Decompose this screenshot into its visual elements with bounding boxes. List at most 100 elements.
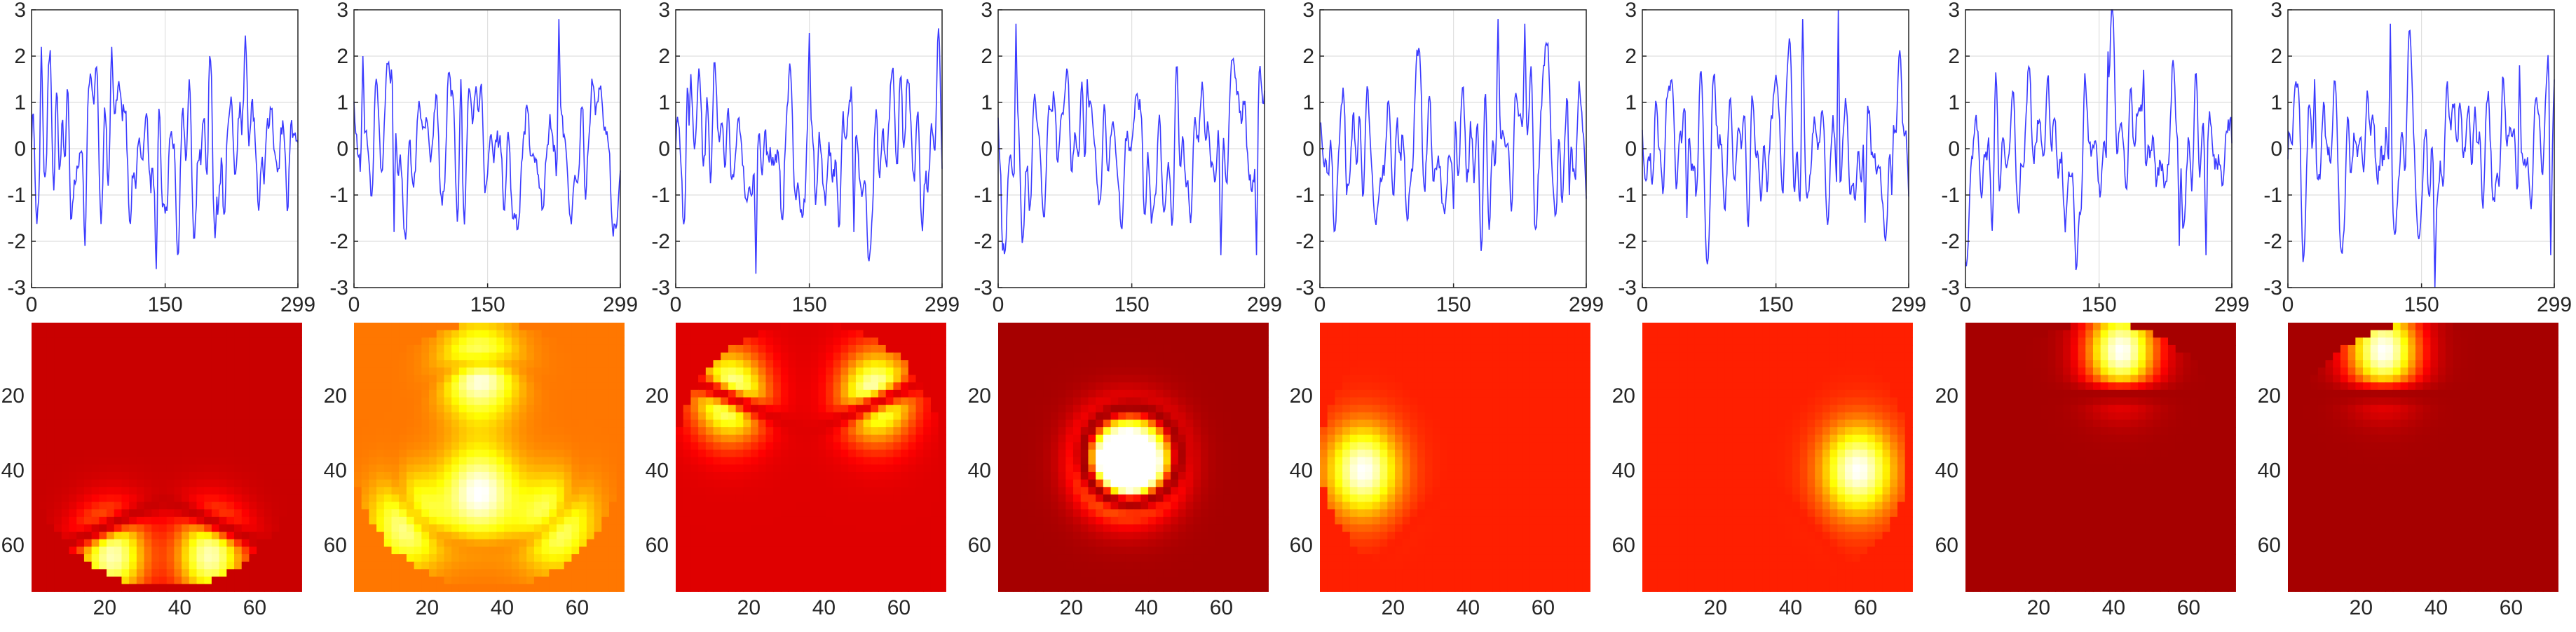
heatmap-cell [871,509,879,518]
heatmap-cell [796,554,804,563]
x-tick-label: 150 [1115,293,1150,316]
heatmap-cell [61,487,70,495]
heatmap-cell [1080,367,1089,376]
heatmap-cell [758,516,767,525]
heatmap-cell [705,532,714,540]
heatmap-cell [1050,464,1059,473]
heatmap-cell [526,464,535,473]
heatmap-cell [571,382,580,391]
heatmap-cell [279,554,287,563]
heatmap-cell [158,330,168,338]
heatmap-cell [1035,471,1044,480]
heatmap-cell [271,434,280,443]
y-tick-label: -3 [2263,276,2282,300]
heatmap-cell [114,442,123,450]
heatmap-cell [249,442,257,450]
heatmap-cell [234,344,243,354]
heatmap-cell [765,360,774,368]
heatmap-cell [354,471,362,480]
heatmap-cell [788,554,796,563]
heatmap-cell [788,584,796,592]
heatmap-cell [174,457,182,465]
heatmap-cell [549,450,557,458]
heatmap-cell [1058,352,1066,361]
heatmap-cell [279,539,287,548]
heatmap-cell [511,561,520,570]
heatmap-cell [765,323,774,331]
heatmap-cell [69,397,77,405]
heatmap-cell [249,464,257,473]
heatmap-cell [840,561,849,570]
heatmap-cell [579,412,587,421]
heatmap-cell [151,344,160,354]
heatmap-cell [451,389,460,398]
heatmap-cell [1050,405,1059,413]
heatmap-cell [893,382,901,391]
heatmap-cell [1133,479,1141,488]
heatmap-cell [286,516,295,525]
heatmap-cell [1118,382,1126,391]
heatmap-cell [219,405,227,413]
heatmap-cell [705,344,714,354]
heatmap-cell [1021,487,1029,495]
heatmap-cell [519,367,527,376]
heatmap-cell [196,509,205,518]
heatmap-cell [504,405,512,413]
heatmap-cell [174,330,182,338]
heatmap-cell [211,427,220,436]
heatmap-cell [826,323,834,331]
heatmap-cell [526,450,535,458]
heatmap-cell [1005,382,1014,391]
heatmap-cell [391,554,400,563]
heatmap-cell [489,494,497,503]
heatmap-cell [234,479,243,488]
heatmap-cell [541,479,550,488]
heatmap-cell [826,569,834,577]
heatmap-cell [840,323,849,331]
heatmap-cell [32,494,40,503]
heatmap-cell [826,419,834,428]
heatmap-cell [871,375,879,383]
heatmap-cell [810,352,819,361]
heatmap-cell [474,577,482,585]
heatmap-cell [226,539,235,548]
heatmap-cell [466,494,475,503]
heatmap-cell [1028,344,1037,354]
heatmap-cell [399,584,407,592]
heatmap-cell [1058,382,1066,391]
heatmap-cell [257,584,265,592]
heatmap-cell [429,471,437,480]
heatmap-cell [893,330,901,338]
heatmap-cell [1125,487,1134,495]
heatmap-cell [451,427,460,436]
heatmap-cell [286,450,295,458]
heatmap-cell [1103,450,1112,458]
heatmap-cell [930,352,939,361]
heatmap-cell [608,397,618,405]
heatmap-cell [1058,375,1066,383]
heatmap-cell [1193,427,1201,436]
heatmap-cell [158,524,168,532]
heatmap-cell [1208,367,1217,376]
heatmap-cell [257,382,265,391]
heatmap-cell [541,419,550,428]
heatmap-cell [294,434,302,443]
heatmap-cell [76,419,85,428]
heatmap-cell [1140,382,1149,391]
heatmap-cell [901,397,909,405]
heatmap-cell [863,367,871,376]
heatmap-cell [1140,412,1149,421]
heatmap-cell [421,352,430,361]
heatmap-cell [705,397,714,405]
heatmap-cell [226,367,235,376]
heatmap-cell [848,323,857,331]
heatmap-cell [690,442,699,450]
heatmap-cell [1246,405,1254,413]
heatmap-cell [249,389,257,398]
heatmap-cell [151,457,160,465]
heatmap-cell [848,367,857,376]
heatmap-cell [848,337,857,346]
heatmap-cell [391,367,400,376]
heatmap-cell [241,352,250,361]
heatmap-cell [1096,367,1104,376]
